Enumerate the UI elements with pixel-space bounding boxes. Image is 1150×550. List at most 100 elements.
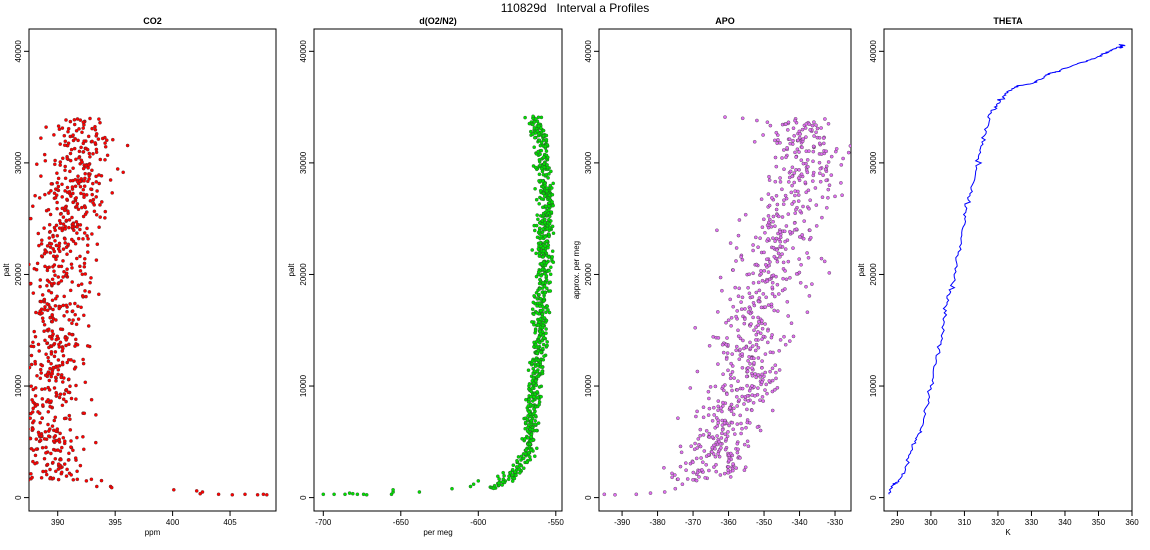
data-point [45,266,50,270]
data-point [691,460,695,465]
data-point [791,126,796,130]
data-point [801,204,805,209]
data-point [773,179,778,184]
data-point [529,435,533,439]
data-point [774,376,778,381]
data-point [759,197,764,201]
data-point [391,488,395,492]
data-point [720,428,725,432]
data-point [72,122,77,127]
data-point [51,332,55,336]
data-point [537,292,541,297]
data-point [40,316,45,320]
data-point [49,451,53,456]
data-point [791,246,795,250]
panel-title: THETA [993,16,1023,26]
data-point [776,309,780,313]
data-point [65,360,69,365]
data-point [778,255,782,259]
data-point [714,469,718,474]
data-point [79,191,83,196]
data-point [734,466,738,470]
data-point [536,149,540,154]
data-point [739,307,744,311]
data-point [752,328,756,333]
data-point [70,185,75,189]
data-point [798,209,802,213]
data-point [821,173,825,177]
data-point [760,326,765,331]
data-point [746,286,750,290]
data-point [770,366,775,371]
data-point [720,409,724,414]
data-point [707,431,712,436]
data-point [47,236,52,240]
data-point [549,169,553,174]
data-point [763,322,767,326]
data-point [81,214,86,219]
data-point [737,398,741,402]
data-point [811,149,816,154]
data-point [66,126,71,131]
data-point [753,348,758,353]
data-point [712,405,716,410]
data-point [738,456,742,460]
data-point [38,438,43,443]
data-point [332,492,336,497]
data-point [39,476,44,480]
data-point [745,394,750,398]
data-point [58,431,62,436]
data-point [742,321,747,326]
data-point [534,291,539,295]
data-point [55,254,59,258]
data-point [784,155,788,160]
data-point [734,314,738,319]
data-point [528,442,532,446]
data-point [34,310,38,315]
data-point [110,191,114,195]
data-point [49,182,54,186]
data-point [755,425,760,429]
data-point [98,157,103,162]
data-point [811,179,815,183]
data-point [526,368,531,372]
data-point [60,206,65,211]
data-point [735,344,739,349]
data-point [547,208,551,212]
data-point [56,184,61,189]
data-point [778,230,782,234]
data-point [17,358,20,361]
data-point [760,372,764,377]
data-point [75,256,79,261]
data-point [29,384,33,388]
data-point [530,427,535,432]
y-tick-label: 10000 [299,374,308,397]
data-point [536,421,541,425]
data-point [773,224,777,228]
data-point [792,134,796,138]
data-point [738,347,742,352]
data-point [105,138,109,142]
data-point [98,120,102,125]
x-tick-label: 360 [1125,518,1139,527]
data-point [794,272,799,276]
data-point [533,419,537,423]
data-point [697,475,701,479]
data-point [783,342,788,347]
data-point [81,435,85,439]
data-point [38,278,43,282]
data-point [540,325,545,330]
data-point [749,322,753,326]
data-point [536,247,541,251]
data-point [720,288,724,293]
data-point [18,414,21,417]
data-point [76,317,81,321]
data-point [24,384,27,387]
data-point [551,203,555,208]
data-point [507,474,511,478]
data-point [51,234,55,239]
data-point [47,289,51,293]
data-point [103,141,107,145]
data-point [719,436,724,440]
data-point [763,305,768,309]
